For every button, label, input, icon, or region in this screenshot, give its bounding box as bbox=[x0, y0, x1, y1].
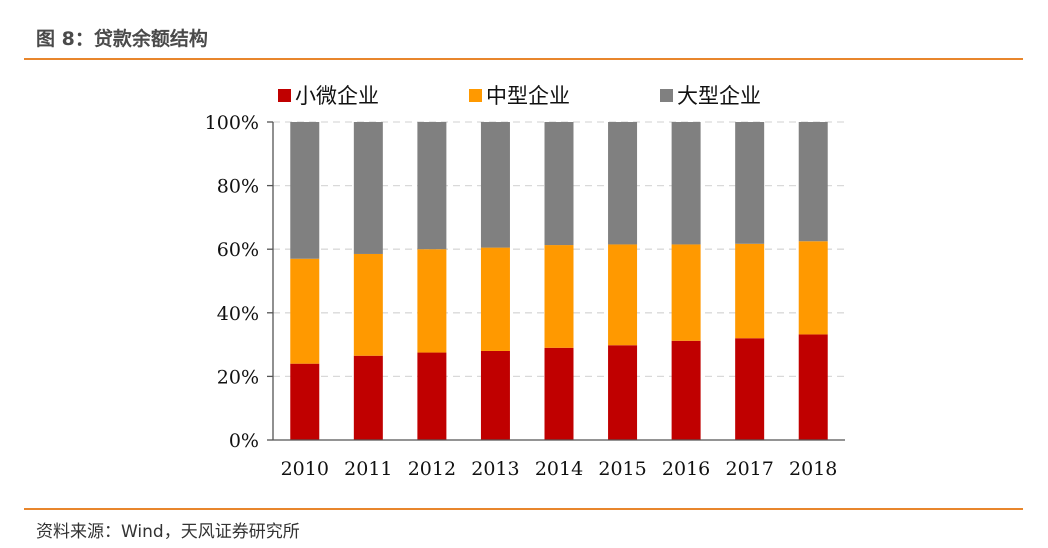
x-tick-label: 2016 bbox=[662, 458, 710, 480]
bar-segment-1 bbox=[671, 340, 701, 440]
y-tick-label: 40% bbox=[217, 303, 259, 325]
bar-segment-2 bbox=[735, 243, 765, 339]
legend-swatch bbox=[469, 89, 482, 102]
bar-segment-3 bbox=[290, 122, 320, 259]
bar-segment-3 bbox=[417, 122, 447, 250]
x-tick-label: 2015 bbox=[598, 458, 646, 480]
y-tick-label: 20% bbox=[217, 366, 259, 388]
bar-segment-2 bbox=[417, 249, 447, 353]
y-tick-label: 0% bbox=[229, 430, 259, 452]
bar-segment-2 bbox=[290, 258, 320, 364]
top-divider bbox=[24, 58, 1023, 60]
legend-label: 中型企业 bbox=[486, 84, 570, 108]
bar-segment-2 bbox=[608, 244, 638, 346]
legend-label: 小微企业 bbox=[295, 84, 379, 108]
x-tick-label: 2014 bbox=[535, 458, 583, 480]
bar-segment-3 bbox=[798, 122, 828, 242]
bars bbox=[290, 122, 828, 440]
bar-segment-1 bbox=[608, 345, 638, 440]
bar-segment-2 bbox=[798, 241, 828, 335]
bar-segment-3 bbox=[480, 122, 510, 248]
bar-segment-1 bbox=[480, 350, 510, 440]
bar-segment-2 bbox=[671, 244, 701, 341]
bar-segment-2 bbox=[544, 245, 574, 348]
bar-segment-1 bbox=[735, 338, 765, 440]
legend: 小微企业 中型企业 大型企业 bbox=[278, 84, 761, 108]
bar-segment-3 bbox=[735, 122, 765, 244]
y-tick-label: 60% bbox=[217, 239, 259, 261]
bar-segment-1 bbox=[544, 347, 574, 440]
figure-title: 图 8：贷款余额结构 bbox=[36, 28, 208, 50]
legend-label: 大型企业 bbox=[677, 84, 761, 108]
x-tick-label: 2011 bbox=[344, 458, 392, 480]
bar-segment-1 bbox=[290, 363, 320, 440]
bar-segment-1 bbox=[798, 334, 828, 440]
y-tick-label: 100% bbox=[205, 112, 259, 134]
tick-labels: 0% 20% 40% 60% 80% 100% 2010 2011 2012 2013 2014 20… bbox=[205, 112, 838, 480]
y-tick-label: 80% bbox=[217, 176, 259, 198]
x-tick-label: 2018 bbox=[789, 458, 837, 480]
bar-segment-1 bbox=[417, 352, 447, 440]
legend-swatch bbox=[660, 89, 673, 102]
legend-swatch bbox=[278, 89, 291, 102]
bar-segment-2 bbox=[480, 247, 510, 351]
bar-segment-3 bbox=[608, 122, 638, 245]
bar-segment-1 bbox=[353, 355, 383, 440]
bottom-divider bbox=[24, 508, 1023, 510]
stacked-bar-chart: 0% 20% 40% 60% 80% 100% 2010 2011 2012 2013 2014 20… bbox=[205, 84, 845, 480]
x-tick-label: 2017 bbox=[725, 458, 773, 480]
axes bbox=[267, 121, 845, 441]
x-tick-label: 2013 bbox=[471, 458, 519, 480]
bar-segment-3 bbox=[671, 122, 701, 245]
bar-segment-3 bbox=[544, 122, 574, 246]
bar-segment-2 bbox=[353, 253, 383, 356]
source-note: 资料来源：Wind，天风证券研究所 bbox=[36, 522, 300, 542]
x-tick-label: 2012 bbox=[408, 458, 456, 480]
x-tick-label: 2010 bbox=[281, 458, 329, 480]
bar-segment-3 bbox=[353, 122, 383, 254]
